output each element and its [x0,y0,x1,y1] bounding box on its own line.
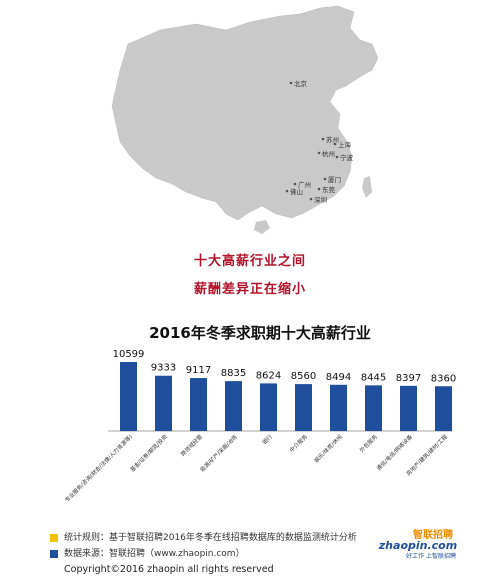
bar-value-label: 8397 [396,373,421,384]
bar-value-label: 8360 [431,373,456,384]
yellow-square-icon [50,533,58,542]
footer-note-rule: 统计规则：基于智联招聘2016年冬季在线招聘数据库的数据监测统计分析 [50,530,357,543]
bar-chart: 2016年冬季求职期十大高薪行业 10599 专业服务/咨询(财会/法律/人力资源… [63,324,456,504]
footer-note-source: 数据来源：智联招聘（www.zhaopin.com） [50,546,245,559]
city-dot [317,151,321,155]
bar-value-label: 8624 [256,370,281,381]
category-label: 通信/电信/网络设备 [375,432,415,472]
bar-value-label: 9117 [186,365,211,376]
city-dot [289,81,293,85]
city-label: 北京 [294,79,308,88]
city-dot [317,187,321,191]
logo-slogan: 好工作 上智联招聘 [406,552,456,560]
category-label: 娱乐/体育/休闲 [312,432,344,464]
china-map-shape [111,5,379,221]
bar [155,375,172,431]
category-label: 中介服务 [288,432,310,454]
bar [190,378,207,431]
city-dot [321,137,325,141]
city-dot [309,197,313,201]
bar [400,385,417,431]
taiwan-island [362,176,372,198]
blue-square-icon [50,549,58,558]
bar [330,384,347,431]
headline-line1: 十大高薪行业之间 [193,254,306,269]
note-rule-text: 统计规则：基于智联招聘2016年冬季在线招聘数据库的数据监测统计分析 [64,533,357,543]
headline-line2: 薪酬差异正在缩小 [193,282,306,297]
city-dot [293,182,297,186]
city-label: 厦门 [328,175,341,184]
bar [260,383,277,431]
bar-value-label: 8560 [291,371,316,382]
city-label: 上海 [338,140,352,149]
bar [365,385,382,431]
city-dot [335,155,339,159]
note-source-text: 数据来源：智联招聘（www.zhaopin.com） [64,549,245,559]
category-label: 基金/证券/期货/投资 [128,432,169,473]
bar-value-label: 9333 [151,363,176,374]
bar-value-label: 8835 [221,368,246,379]
city-dot [323,177,327,181]
zhaopin-logo: 智联招聘 zhaopin.com 好工作 上智联招聘 [378,528,457,560]
bar [295,384,312,431]
bar-value-label: 8494 [326,372,351,383]
bar [435,386,452,431]
city-label: 佛山 [290,187,303,196]
category-label: 外包服务 [358,432,380,454]
city-dot [333,142,337,146]
category-label: 专业服务/咨询(财会/法律/人力资源等) [63,433,134,504]
city-label: 宁波 [340,153,354,162]
hainan-island [254,220,270,234]
category-label: 能源/矿产/采掘/冶炼 [198,432,239,473]
chart-title: 2016年冬季求职期十大高薪行业 [149,324,371,342]
category-label: 跨领域经营 [179,432,204,457]
logo-cn: 智联招聘 [413,528,453,541]
bar [225,381,242,431]
bar-value-label: 8445 [361,372,386,383]
logo-en: zhaopin.com [378,539,457,552]
bar-value-label: 10599 [113,349,145,360]
bar [120,362,137,431]
category-label: 银行 [260,432,274,446]
city-label: 东莞 [322,185,336,194]
city-label: 广州 [298,180,311,189]
city-label: 深圳 [314,195,327,204]
city-label: 杭州 [322,149,335,158]
city-label: 苏州 [326,135,339,144]
copyright-text: Copyright©2016 zhaopin all rights reserv… [64,564,274,575]
city-dot [285,189,289,193]
